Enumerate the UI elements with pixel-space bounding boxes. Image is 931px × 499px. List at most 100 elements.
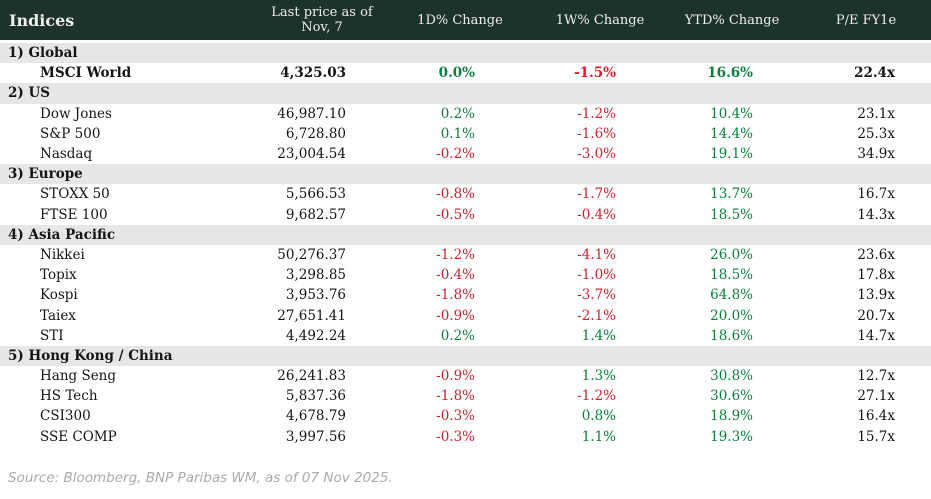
index-name: Topix	[40, 267, 77, 284]
ytd-change: 18.9%	[710, 408, 753, 425]
column-header-indices: Indices	[9, 10, 75, 30]
1d-change: -0.5%	[436, 206, 475, 223]
1d-change: -1.8%	[436, 287, 475, 304]
pe-ratio: 14.7x	[857, 327, 895, 344]
section-row: 4) Asia Pacific	[0, 224, 931, 245]
table-row: FTSE 100 9,682.57 -0.5% -0.4% 18.5% 14.3x	[0, 205, 931, 225]
1w-change: -1.0%	[577, 267, 616, 284]
last-price: 46,987.10	[277, 105, 346, 122]
1d-change: -1.2%	[436, 246, 475, 263]
1w-change: -3.0%	[577, 146, 616, 163]
1d-change: -0.9%	[436, 307, 475, 324]
last-price: 9,682.57	[285, 206, 346, 223]
pe-ratio: 16.4x	[857, 408, 895, 425]
table-row: Topix 3,298.85 -0.4% -1.0% 18.5% 17.8x	[0, 265, 931, 285]
1w-change: 1.3%	[581, 368, 616, 385]
1w-change: 1.1%	[581, 428, 616, 445]
table-row: Dow Jones 46,987.10 0.2% -1.2% 10.4% 23.1x	[0, 104, 931, 124]
last-price: 6,728.80	[285, 125, 346, 142]
last-price: 3,298.85	[285, 267, 346, 284]
table-row: Hang Seng 26,241.83 -0.9% 1.3% 30.8% 12.7x	[0, 366, 931, 386]
pe-ratio: 34.9x	[857, 146, 895, 163]
pe-ratio: 27.1x	[857, 388, 895, 405]
index-name: SSE COMP	[40, 428, 117, 445]
1w-change: 1.4%	[581, 327, 616, 344]
1w-change: -0.4%	[577, 206, 616, 223]
1d-change: 0.1%	[440, 125, 475, 142]
ytd-change: 20.0%	[710, 307, 753, 324]
ytd-change: 14.4%	[710, 125, 753, 142]
table-row: S&P 500 6,728.80 0.1% -1.6% 14.4% 25.3x	[0, 124, 931, 144]
1w-change: -1.5%	[574, 65, 616, 82]
column-header-ytd-change: YTD% Change	[684, 12, 780, 28]
table-row: Taiex 27,651.41 -0.9% -2.1% 20.0% 20.7x	[0, 305, 931, 325]
1d-change: -0.9%	[436, 368, 475, 385]
column-header-last-price: Last price as of Nov, 7	[271, 5, 373, 35]
1w-change: 0.8%	[581, 408, 616, 425]
index-name: Dow Jones	[40, 105, 112, 122]
column-header-1w-change: 1W% Change	[555, 12, 645, 28]
last-price: 4,678.79	[285, 408, 346, 425]
section-row: 2) US	[0, 83, 931, 104]
1d-change: -0.3%	[436, 428, 475, 445]
index-name: S&P 500	[40, 125, 101, 142]
last-price: 4,325.03	[280, 65, 346, 82]
table-row: HS Tech 5,837.36 -1.8% -1.2% 30.6% 27.1x	[0, 386, 931, 406]
1w-change: -4.1%	[577, 246, 616, 263]
last-price: 23,004.54	[277, 146, 346, 163]
last-price: 5,837.36	[285, 388, 346, 405]
index-name: STI	[40, 327, 64, 344]
1d-change: -0.3%	[436, 408, 475, 425]
ytd-change: 13.7%	[710, 186, 753, 203]
ytd-change: 64.8%	[710, 287, 753, 304]
pe-ratio: 12.7x	[857, 368, 895, 385]
1w-change: -1.6%	[577, 125, 616, 142]
pe-ratio: 23.6x	[857, 246, 895, 263]
pe-ratio: 16.7x	[857, 186, 895, 203]
last-price: 27,651.41	[277, 307, 346, 324]
ytd-change: 18.5%	[710, 206, 753, 223]
table-row: CSI300 4,678.79 -0.3% 0.8% 18.9% 16.4x	[0, 406, 931, 426]
last-price: 3,953.76	[285, 287, 346, 304]
column-header-pe-fy1e: P/E FY1e	[835, 12, 897, 28]
ytd-change: 10.4%	[710, 105, 753, 122]
table-row: STOXX 50 5,566.53 -0.8% -1.7% 13.7% 16.7x	[0, 184, 931, 204]
1d-change: -1.8%	[436, 388, 475, 405]
1w-change: -2.1%	[577, 307, 616, 324]
last-price: 4,492.24	[285, 327, 346, 344]
pe-ratio: 15.7x	[857, 428, 895, 445]
table-row: Kospi 3,953.76 -1.8% -3.7% 64.8% 13.9x	[0, 285, 931, 305]
ytd-change: 19.1%	[710, 146, 753, 163]
index-name: FTSE 100	[40, 206, 108, 223]
ytd-change: 18.5%	[710, 267, 753, 284]
pe-ratio: 22.4x	[854, 65, 895, 82]
section-row: 1) Global	[0, 43, 931, 64]
table-row: Nasdaq 23,004.54 -0.2% -3.0% 19.1% 34.9x	[0, 144, 931, 164]
table-row: STI 4,492.24 0.2% 1.4% 18.6% 14.7x	[0, 326, 931, 346]
table-header-row: Indices Last price as of Nov, 7 1D% Change…	[0, 0, 931, 40]
1d-change: -0.8%	[436, 186, 475, 203]
index-name: Hang Seng	[40, 368, 117, 385]
last-price: 5,566.53	[285, 186, 346, 203]
index-name: HS Tech	[40, 388, 98, 405]
ytd-change: 18.6%	[710, 327, 753, 344]
pe-ratio: 14.3x	[857, 206, 895, 223]
pe-ratio: 17.8x	[857, 267, 895, 284]
1w-change: -1.7%	[577, 186, 616, 203]
index-name: Nikkei	[40, 246, 85, 263]
1d-change: 0.2%	[440, 105, 475, 122]
ytd-change: 19.3%	[710, 428, 753, 445]
index-name: Kospi	[40, 287, 78, 304]
index-name: MSCI World	[40, 65, 132, 82]
ytd-change: 30.6%	[710, 388, 753, 405]
ytd-change: 26.0%	[710, 246, 753, 263]
header-divider	[0, 40, 931, 43]
index-name: Taiex	[40, 307, 76, 324]
table-row: SSE COMP 3,997.56 -0.3% 1.1% 19.3% 15.7x	[0, 427, 931, 447]
index-name: STOXX 50	[40, 186, 110, 203]
1d-change: 0.2%	[440, 327, 475, 344]
last-price: 50,276.37	[277, 246, 346, 263]
pe-ratio: 23.1x	[857, 105, 895, 122]
index-name: Nasdaq	[40, 146, 93, 163]
